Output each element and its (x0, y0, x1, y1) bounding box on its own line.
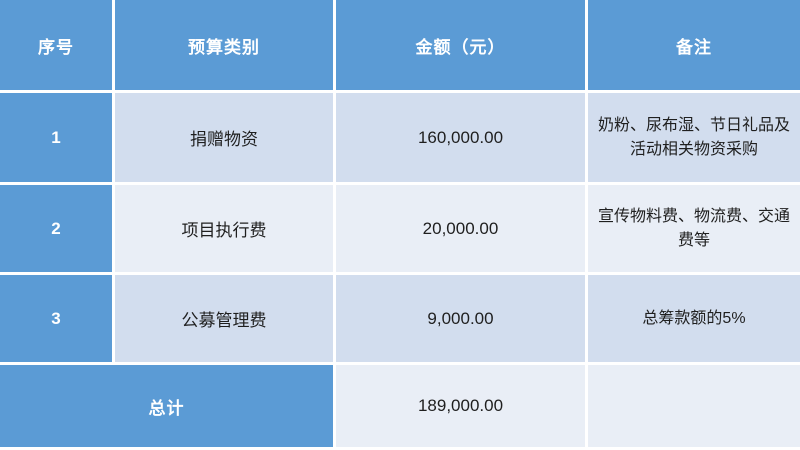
row-3-index-cell: 3 (0, 275, 112, 362)
row-2-note-cell: 宣传物料费、物流费、交通费等 (588, 185, 800, 272)
total-label-cell: 总计 (0, 365, 333, 447)
total-note-cell (588, 365, 800, 447)
row-1-amount-cell: 160,000.00 (336, 93, 585, 182)
row-3-category-cell: 公募管理费 (115, 275, 333, 362)
row-3-amount-cell: 9,000.00 (336, 275, 585, 362)
row-2-category-cell: 项目执行费 (115, 185, 333, 272)
row-1-category-cell: 捐赠物资 (115, 93, 333, 182)
header-cell-category: 预算类别 (115, 0, 333, 90)
header-cell-note: 备注 (588, 0, 800, 90)
row-2-index-cell: 2 (0, 185, 112, 272)
row-1-index-cell: 1 (0, 93, 112, 182)
row-2-amount-cell: 20,000.00 (336, 185, 585, 272)
total-amount-cell: 189,000.00 (336, 365, 585, 447)
header-cell-index: 序号 (0, 0, 112, 90)
row-3-note-cell: 总筹款额的5% (588, 275, 800, 362)
row-1-note-cell: 奶粉、尿布湿、节日礼品及活动相关物资采购 (588, 93, 800, 182)
header-cell-amount: 金额（元） (336, 0, 585, 90)
